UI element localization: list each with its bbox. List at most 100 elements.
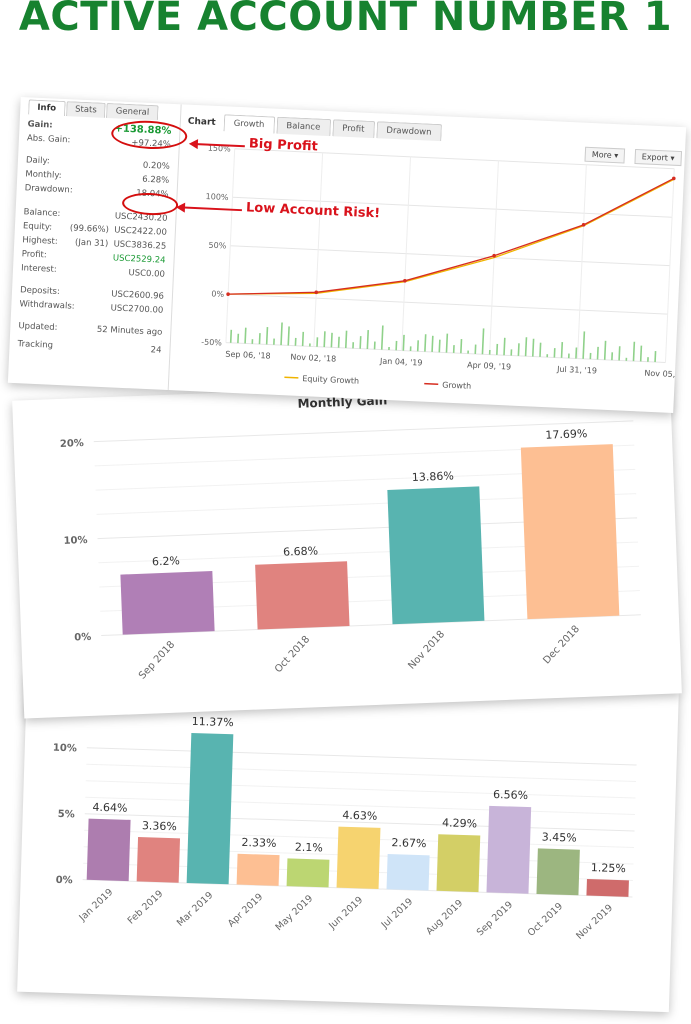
info-row-label: Highest: (22, 235, 58, 247)
info-row-value: USC2600.96 (111, 289, 165, 302)
x-tick-label: Jan 2019 (77, 887, 116, 924)
y-tick-label: 0% (55, 875, 72, 887)
volume-bar (323, 331, 326, 348)
x-tick-label: Jul 2019 (379, 896, 415, 931)
volume-bar (416, 340, 420, 352)
legend-growth-swatch (424, 382, 439, 386)
volume-bar (294, 337, 297, 346)
info-row-label: Balance: (23, 207, 61, 219)
x-tick-label: Sep 06, '18 (225, 350, 271, 361)
volume-bar (539, 342, 542, 357)
volume-bar (445, 333, 449, 353)
volume-bar (337, 336, 340, 348)
chevron-down-icon: ▾ (670, 153, 675, 163)
info-row-label: Gain: (27, 119, 53, 131)
bar (120, 571, 215, 635)
volume-bar (567, 353, 570, 359)
tab-profit[interactable]: Profit (331, 119, 375, 139)
volume-bar (388, 346, 390, 351)
y-tick-label: 150% (208, 144, 232, 154)
bar-value-label: 4.64% (92, 801, 127, 815)
bar-value-label: 2.67% (391, 836, 426, 850)
volume-bar (517, 343, 520, 356)
x-tick-label: May 2019 (274, 893, 316, 933)
volume-bar (237, 333, 240, 344)
info-row-value: USC2529.24 (112, 253, 166, 266)
y-tick-label: -50% (201, 337, 222, 347)
chart-title: Chart (187, 116, 216, 128)
x-tick-label: Nov 2018 (406, 629, 447, 672)
volume-bar (373, 341, 376, 350)
volume-bar (309, 343, 311, 347)
legend-growth-label: Growth (442, 380, 471, 390)
bar (186, 732, 234, 885)
tab-info[interactable]: Info (28, 99, 66, 117)
bar-value-label: 6.68% (283, 544, 318, 558)
volume-bar (611, 352, 614, 361)
page-headline: ACTIVE ACCOUNT NUMBER 1 (18, 0, 673, 40)
big-profit-annotation: Big Profit (248, 136, 319, 155)
gridline (84, 813, 635, 832)
volume-bar (639, 345, 643, 362)
bar-value-label: 3.36% (142, 819, 177, 833)
volume-bar (301, 331, 305, 347)
gridline (313, 152, 324, 347)
volume-bar (380, 325, 384, 350)
info-row-note: (99.66%) (69, 223, 110, 236)
volume-bar (273, 338, 275, 345)
volume-bar (244, 327, 247, 344)
bar (336, 826, 381, 889)
bar (386, 854, 430, 891)
volume-bar (431, 335, 434, 352)
x-tick-label: Sep 2019 (475, 899, 515, 938)
x-tick-label: Jan 04, '19 (379, 357, 423, 368)
info-row-value: 52 Minutes ago (96, 324, 163, 338)
gridline (230, 245, 670, 267)
x-tick-label: Jul 31, '19 (556, 365, 597, 376)
tab-drawdown[interactable]: Drawdown (376, 121, 442, 142)
tab-stats[interactable]: Stats (65, 101, 107, 118)
monthly-gain-2018-card: Monthly Gain 0% 10% 20% 6.2% Sep 2018 6.68% Oct… (12, 375, 682, 719)
tab-general[interactable]: General (106, 102, 159, 121)
info-row-value: 0.20% (142, 160, 171, 172)
y-tick-label: 100% (205, 192, 229, 202)
volume-bar (632, 341, 636, 362)
bar-value-label: 3.45% (542, 831, 577, 845)
volume-bar (474, 344, 477, 354)
tab-balance[interactable]: Balance (276, 116, 331, 137)
gridline (577, 164, 587, 359)
gridline (225, 342, 666, 364)
volume-bar (366, 330, 370, 350)
x-tick-label: Jun 2019 (326, 895, 365, 932)
volume-bar (603, 340, 607, 360)
gridline (93, 420, 634, 443)
equity-growth-line (228, 178, 675, 295)
info-row-label: Interest: (20, 263, 57, 275)
volume-bar (496, 343, 499, 355)
bar (286, 858, 330, 888)
x-tick-label: Sep 2018 (137, 639, 177, 681)
x-tick-label: Aug 2019 (424, 898, 465, 937)
y-tick-label: 0% (211, 289, 224, 299)
info-row-label: Tracking (17, 339, 54, 351)
info-row-value: USC3836.25 (113, 239, 167, 252)
info-row-label: Profit: (21, 249, 47, 261)
bar (486, 805, 532, 894)
volume-bar (467, 350, 469, 354)
bar-value-label: 6.56% (493, 788, 528, 802)
growth-point (581, 223, 586, 227)
bar (520, 444, 620, 620)
legend-equity-label: Equity Growth (302, 374, 359, 386)
x-tick-label: Nov 02, '18 (290, 353, 336, 364)
volume-bar (460, 339, 463, 354)
bar (136, 837, 181, 883)
info-row: Daily: 0.20% (26, 155, 170, 172)
volume-bar (438, 339, 441, 353)
bar (536, 848, 580, 896)
tab-growth[interactable]: Growth (223, 114, 275, 134)
monthly-gain-2019-chart: 0% 5% 10% 4.64% Jan 2019 3.36% Feb 2019 11.37% M… (53, 715, 637, 942)
volume-bar (625, 357, 628, 361)
info-row-label: Daily: (25, 155, 50, 167)
volume-bar (488, 349, 491, 355)
